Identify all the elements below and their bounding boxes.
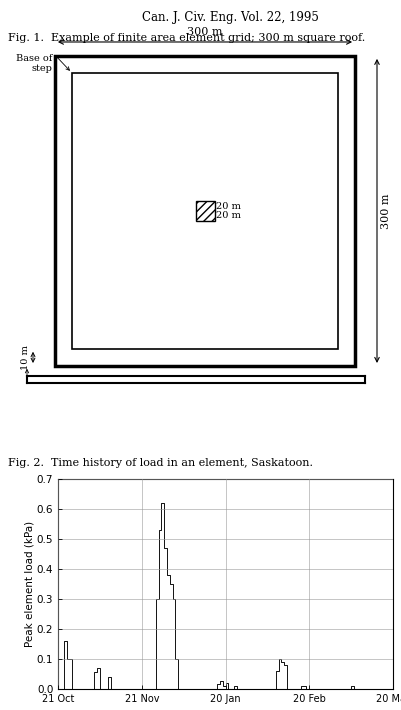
Text: Can. J. Civ. Eng. Vol. 22, 1995: Can. J. Civ. Eng. Vol. 22, 1995 <box>142 11 318 24</box>
Text: 10 m: 10 m <box>21 345 30 370</box>
Text: Base of
step: Base of step <box>16 54 52 73</box>
Bar <box>72 73 338 349</box>
Bar <box>196 201 215 221</box>
Y-axis label: Peak element load (kPa): Peak element load (kPa) <box>24 521 34 647</box>
Text: 20 m: 20 m <box>217 212 241 220</box>
Text: Fig. 2.  Time history of load in an element, Saskatoon.: Fig. 2. Time history of load in an eleme… <box>8 458 313 468</box>
Text: 20 m: 20 m <box>217 202 241 210</box>
Text: 300 m: 300 m <box>381 193 391 229</box>
Bar <box>55 56 355 366</box>
Text: Fig. 1.  Example of finite area element grid; 300 m square roof.: Fig. 1. Example of finite area element g… <box>8 33 365 43</box>
Text: 300 m: 300 m <box>187 27 223 37</box>
